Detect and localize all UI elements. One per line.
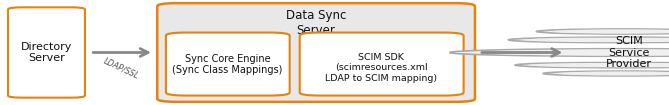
FancyBboxPatch shape — [8, 7, 85, 98]
Ellipse shape — [450, 49, 669, 56]
Ellipse shape — [571, 63, 669, 67]
FancyBboxPatch shape — [166, 33, 290, 96]
Text: Sync Core Engine
(Sync Class Mappings): Sync Core Engine (Sync Class Mappings) — [173, 54, 282, 75]
Ellipse shape — [522, 38, 669, 42]
Text: Data Sync
Server: Data Sync Server — [286, 9, 346, 37]
FancyBboxPatch shape — [300, 33, 464, 96]
Ellipse shape — [555, 71, 669, 76]
Ellipse shape — [558, 63, 669, 68]
Text: Directory
Server: Directory Server — [21, 42, 72, 63]
Ellipse shape — [550, 29, 669, 34]
FancyBboxPatch shape — [157, 3, 475, 102]
Ellipse shape — [571, 38, 669, 42]
Text: SCIM SDK
(scimresources.xml
LDAP to SCIM mapping): SCIM SDK (scimresources.xml LDAP to SCIM… — [325, 53, 438, 83]
Text: LDAP/SSL: LDAP/SSL — [102, 57, 141, 81]
Ellipse shape — [558, 37, 669, 42]
Ellipse shape — [508, 37, 669, 43]
Ellipse shape — [515, 63, 669, 68]
Ellipse shape — [543, 71, 669, 76]
Ellipse shape — [529, 63, 669, 67]
Ellipse shape — [537, 29, 669, 34]
Text: SCIM
Service
Provider: SCIM Service Provider — [606, 36, 652, 69]
Ellipse shape — [476, 49, 669, 56]
